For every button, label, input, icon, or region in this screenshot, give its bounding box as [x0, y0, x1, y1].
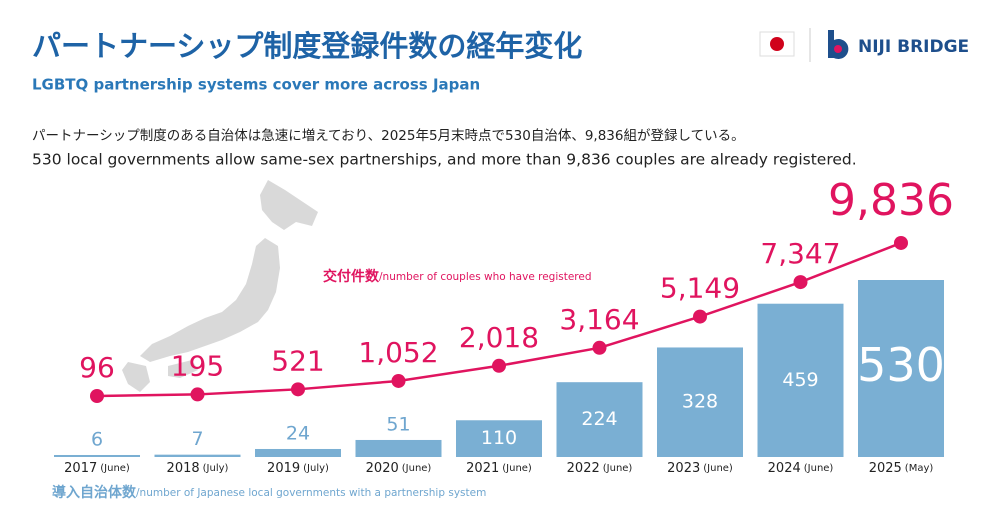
description-en: 530 local governments allow same-sex par… [32, 151, 857, 169]
bar-value-label: 530 [857, 338, 945, 392]
bar [255, 448, 341, 457]
bar [456, 420, 542, 457]
x-tick-note: (June) [502, 463, 532, 474]
line-value-label: 2,018 [459, 321, 539, 354]
line-value-label: 9,836 [828, 175, 954, 226]
bar [355, 439, 442, 457]
flag [759, 31, 795, 57]
bar-value-label: 24 [286, 422, 310, 444]
x-tick-label: 2025 (May) [869, 461, 934, 476]
line-point [190, 387, 205, 402]
x-tick-year: 2024 [768, 461, 801, 476]
x-tick-note: (July) [303, 463, 329, 474]
x-tick-label: 2021 (June) [466, 461, 532, 476]
legend-name: 導入自治体数 [52, 484, 137, 501]
legend-entry: 交付件数/number of couples who have register… [323, 268, 592, 285]
logo-mark [828, 30, 849, 60]
line-point [391, 373, 406, 388]
line-value-label: 5,149 [660, 272, 740, 305]
line-point [592, 340, 607, 355]
x-tick-year: 2019 [267, 461, 300, 476]
x-tick-label: 2020 (June) [366, 461, 432, 476]
line-value-label: 96 [79, 351, 115, 384]
legend-note: /number of Japanese local governments wi… [136, 487, 486, 499]
line-point [291, 382, 305, 397]
bar-value-label: 6 [91, 428, 103, 450]
x-tick-note: (June) [603, 463, 633, 474]
bar-value-label: 110 [481, 427, 517, 449]
line-point [90, 388, 104, 403]
line-value-label: 7,347 [760, 237, 840, 270]
brand: NIJI BRIDGE [858, 37, 969, 57]
x-tick-year: 2022 [567, 461, 600, 476]
x-tick-year: 2018 [167, 461, 200, 476]
bar [657, 347, 743, 457]
legend-name: 交付件数 [323, 268, 380, 285]
x-tick-year: 2023 [667, 461, 700, 476]
x-tick-label: 2022 (June) [567, 461, 633, 476]
x-tick-year: 2017 [64, 461, 97, 476]
subtitle: LGBTQ partnership systems cover more acr… [32, 76, 480, 94]
x-tick-year: 2021 [466, 461, 499, 476]
x-tick-label: 2024 (June) [768, 461, 834, 476]
line-point [894, 235, 908, 250]
x-tick-note: (June) [402, 463, 432, 474]
legend-entry: 導入自治体数/number of Japanese local governme… [52, 484, 486, 501]
x-tick-label: 2019 (July) [267, 461, 329, 476]
bar [556, 382, 643, 457]
bar [858, 280, 944, 457]
bar [154, 454, 241, 457]
x-tick-note: (June) [703, 463, 733, 474]
japan-map [122, 180, 318, 392]
line-point [793, 275, 808, 290]
x-tick-label: 2023 (June) [667, 461, 733, 476]
line-value-label: 1,052 [358, 336, 438, 369]
bar-value-label: 224 [581, 408, 617, 430]
x-tick-label: 2018 (July) [167, 461, 229, 476]
x-tick-label: 2017 (June) [64, 461, 130, 476]
x-tick-note: (July) [203, 463, 229, 474]
bar-value-label: 459 [782, 369, 818, 391]
x-tick-note: (June) [100, 463, 130, 474]
description-jp: パートナーシップ制度のある自治体は急速に増えており、2025年5月末時点で530… [32, 128, 745, 144]
line-point [492, 358, 506, 373]
x-tick-year: 2020 [366, 461, 399, 476]
legend-note: /number of couples who have registered [379, 271, 592, 283]
bar [757, 303, 844, 457]
line-value-label: 3,164 [559, 303, 639, 336]
line-value-label: 521 [271, 344, 324, 377]
bar [54, 454, 140, 457]
bar-value-label: 328 [682, 391, 718, 413]
title: パートナーシップ制度登録件数の経年変化 [32, 29, 582, 63]
bar-value-label: 7 [191, 428, 203, 450]
line-value-label: 195 [171, 349, 224, 382]
line-point [693, 309, 707, 324]
bar-value-label: 51 [386, 413, 410, 435]
x-tick-note: (May) [905, 463, 934, 474]
x-tick-note: (June) [804, 463, 834, 474]
x-tick-year: 2025 [869, 461, 902, 476]
